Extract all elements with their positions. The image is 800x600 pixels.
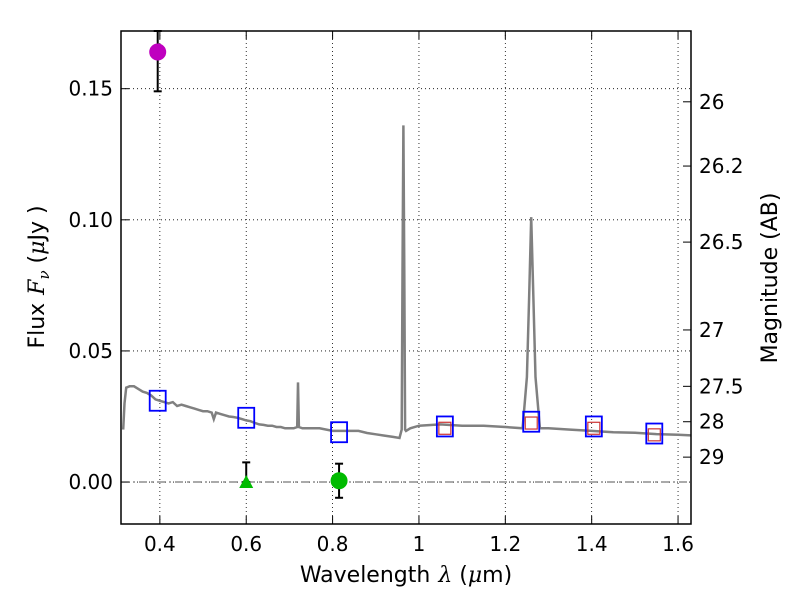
model-photometry-square <box>330 421 348 444</box>
x-axis-label: Wavelength λ (μm) <box>300 563 512 588</box>
right-axis-tick-label: 26 <box>699 90 724 114</box>
x-tick-label: 1.2 <box>489 532 521 556</box>
model-photometry-square <box>435 415 454 438</box>
observed-photometry-square <box>524 416 538 430</box>
plot-background <box>121 31 691 524</box>
green-circle-marker <box>330 472 348 490</box>
y-tick-label: 0.10 <box>68 208 113 232</box>
plot-frame <box>120 30 692 525</box>
model-photometry-square <box>522 410 541 433</box>
y-tick-label: 0.00 <box>68 470 113 494</box>
right-axis-tick-label: 26.2 <box>699 154 744 178</box>
right-axis-label: Magnitude (AB) <box>758 193 783 364</box>
right-axis-tick-label: 27 <box>699 318 724 342</box>
axis-tick-labels: 0.4 0.6 0.8 1 1.2 1.4 1.6 0.00 0.05 0.10 0.15 26 26.… <box>68 77 743 556</box>
x-tick-label: 0.6 <box>230 532 262 556</box>
magenta-circle-marker <box>149 43 167 61</box>
grid-lines <box>121 31 691 524</box>
x-tick-label: 1 <box>413 532 426 556</box>
y-tick-label: 0.15 <box>68 77 113 101</box>
observed-photometry-square <box>438 421 452 435</box>
observed-photometry-square <box>587 421 601 435</box>
model-photometry-square <box>237 406 256 429</box>
x-tick-label: 0.8 <box>317 532 349 556</box>
model-photometry-square <box>148 389 167 412</box>
right-axis-tick-label: 27.5 <box>699 374 744 398</box>
model-photometry-square <box>645 422 664 445</box>
axis-ticks <box>121 31 691 524</box>
model-photometry-square <box>584 415 603 438</box>
right-axis-tick-label: 28 <box>699 410 724 434</box>
right-axis-tick-label: 26.5 <box>699 230 744 254</box>
observed-photometry-square <box>647 428 661 442</box>
right-axis-tick-label: 29 <box>699 445 724 469</box>
y-axis-label: FluxFν (μJy ) <box>25 205 53 348</box>
x-tick-label: 1.4 <box>576 532 608 556</box>
x-tick-label: 0.4 <box>144 532 176 556</box>
green-triangle-marker <box>239 475 254 489</box>
y-tick-label: 0.05 <box>68 339 113 363</box>
x-tick-label: 1.6 <box>662 532 694 556</box>
